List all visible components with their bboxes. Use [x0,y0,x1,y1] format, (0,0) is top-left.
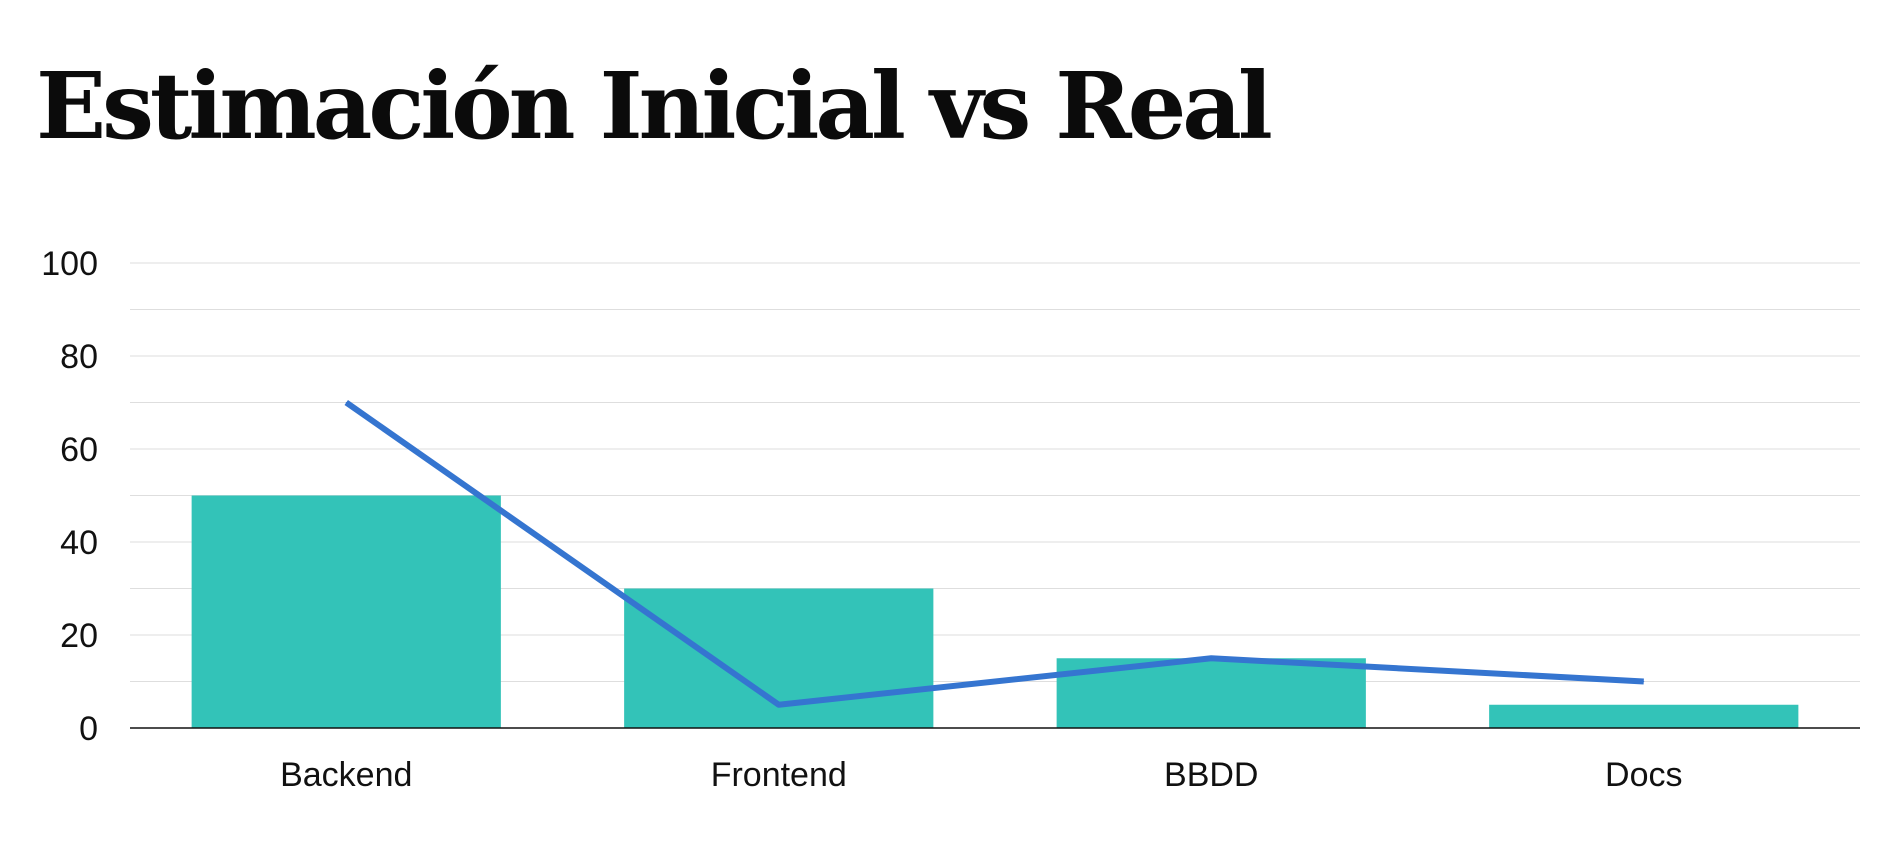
bars [191,495,1799,728]
bar [191,495,501,728]
y-tick-label: 20 [60,617,98,655]
y-tick-label: 80 [60,338,98,376]
line-point [345,402,347,403]
bar [1489,704,1799,728]
x-tick-label: Docs [1605,756,1682,794]
line-point [1210,657,1212,659]
chart-title: Estimación Inicial vs Real [36,52,1273,160]
line-point [1643,681,1645,682]
line-point [778,704,780,706]
x-tick-label: Frontend [711,756,847,794]
line-series [344,400,1645,708]
x-tick-label: BBDD [1164,756,1258,794]
line-series-path [344,400,1644,708]
x-tick-label: Backend [280,756,412,794]
x-axis-ticks: Backend Frontend BBDD Docs [130,727,1860,794]
y-tick-label: 0 [79,710,98,748]
y-axis-ticks: 0 20 40 60 80 100 [41,245,98,748]
y-tick-label: 40 [60,524,98,562]
y-tick-label: 100 [41,245,98,283]
y-tick-label: 60 [60,431,98,469]
